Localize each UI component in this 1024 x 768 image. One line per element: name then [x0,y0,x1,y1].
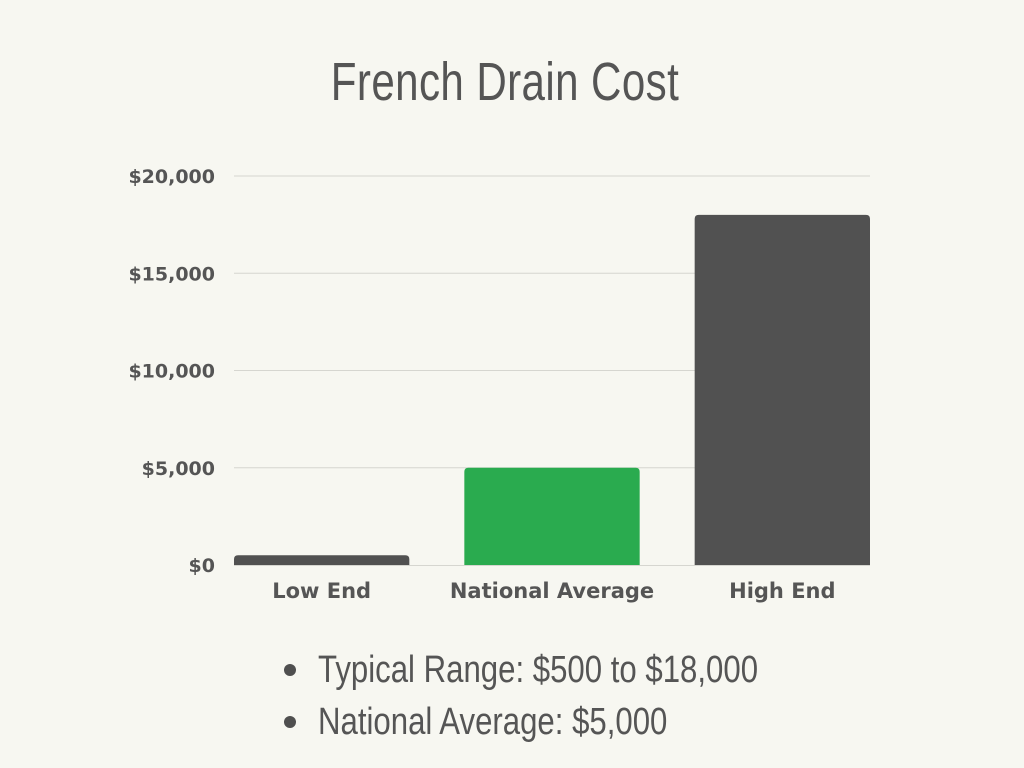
bullet-icon [284,664,296,676]
bar-national-average [464,467,640,565]
y-tick-label: $5,000 [142,458,215,480]
bar-low-end [234,555,410,565]
summary-item-national-average: National Average: $5,000 [284,696,984,748]
bullet-icon [284,716,296,728]
x-category-label: High End [729,579,835,603]
y-tick-label: $0 [189,555,215,577]
summary-item-typical-range: Typical Range: $500 to $18,000 [284,644,984,696]
chart-title: French Drain Cost [330,52,680,112]
y-tick-label: $20,000 [128,166,215,188]
x-category-label: Low End [272,579,371,603]
x-category-label: National Average [450,579,654,603]
bars [234,214,870,565]
bar-chart: $0 $5,000 $10,000 $15,000 $20,000 Low End Nat… [128,166,870,603]
x-axis-category-labels: Low End National Average High End [272,579,835,603]
bar-high-end [694,214,870,565]
y-tick-label: $15,000 [128,263,215,285]
summary-text: Typical Range: $500 to $18,000 [318,648,759,691]
summary-list: Typical Range: $500 to $18,000 National … [284,644,984,748]
y-axis-tick-labels: $0 $5,000 $10,000 $15,000 $20,000 [128,166,215,577]
summary-text: National Average: $5,000 [318,700,668,743]
y-tick-label: $10,000 [128,361,215,383]
